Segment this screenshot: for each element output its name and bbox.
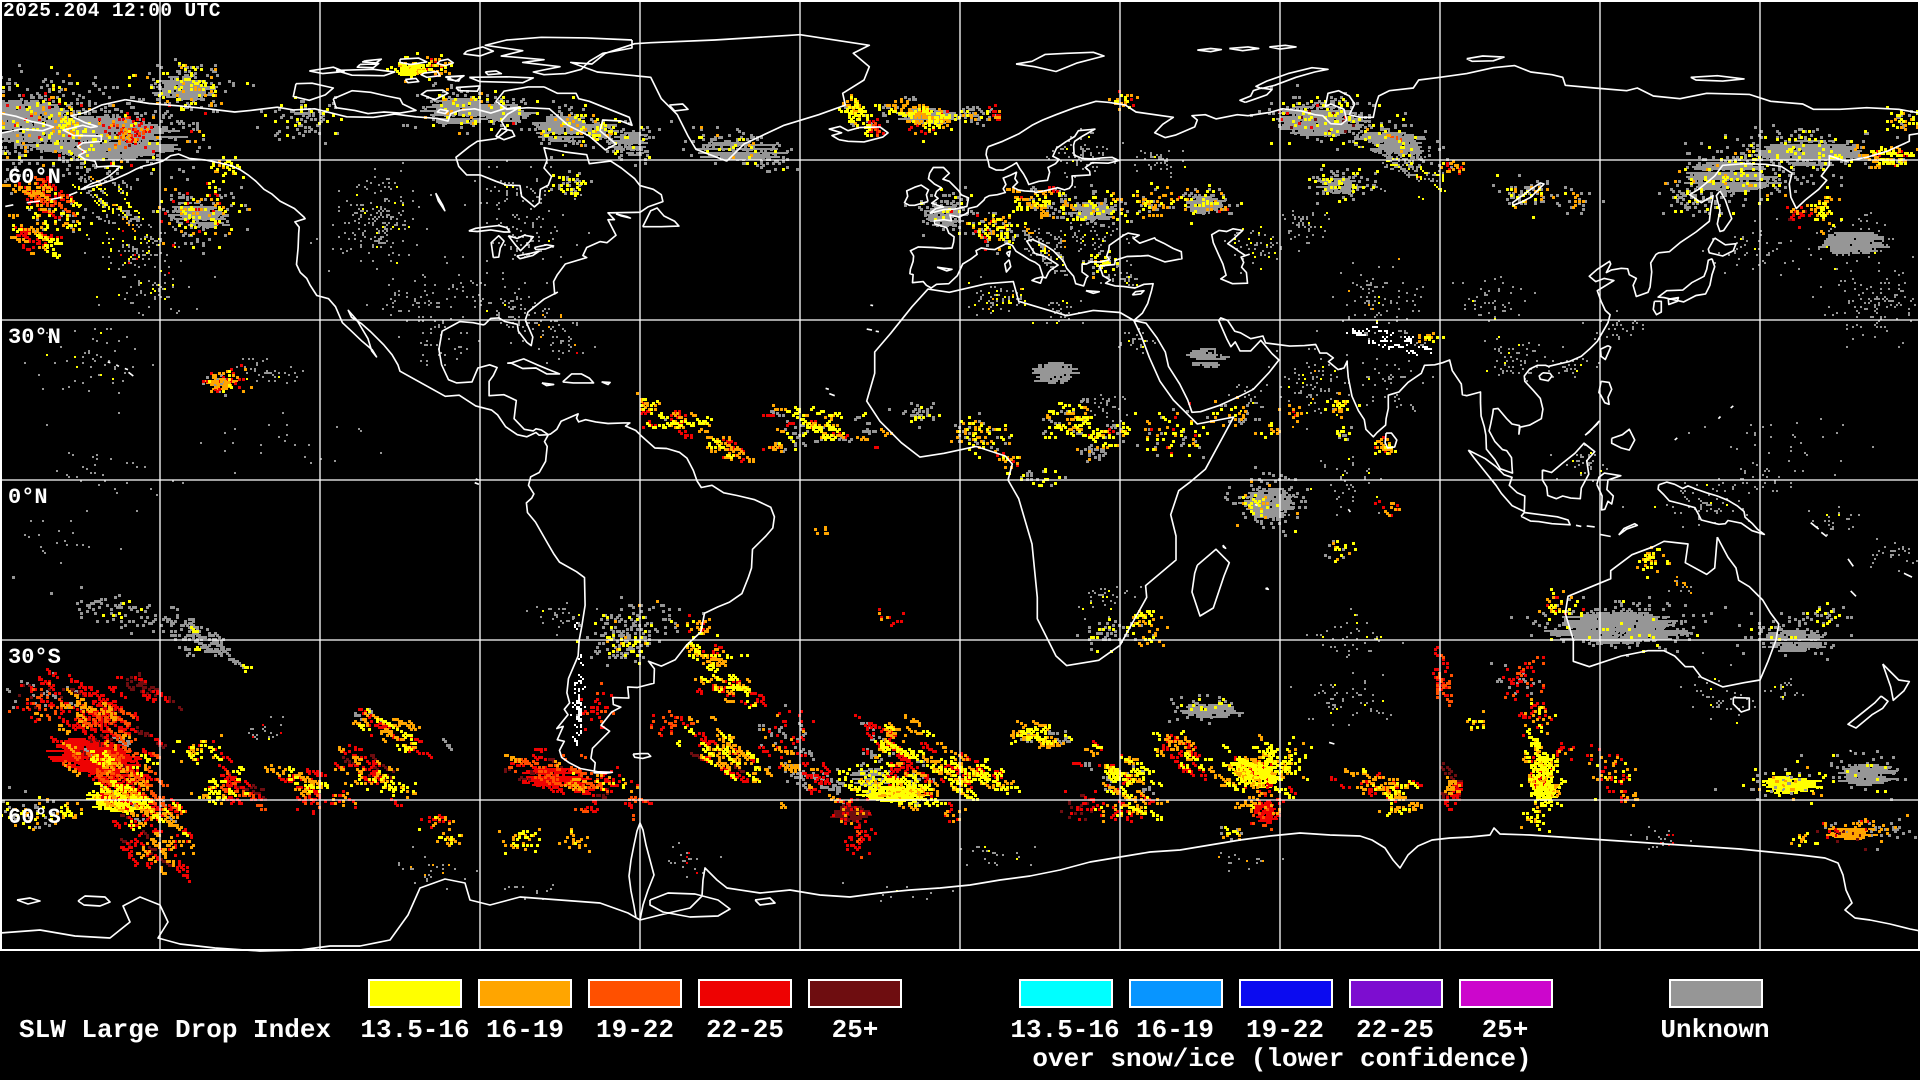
svg-text:60°S: 60°S <box>8 805 61 830</box>
svg-text:SLW Large Drop Index: SLW Large Drop Index <box>19 1015 331 1045</box>
svg-text:30°N: 30°N <box>8 325 61 350</box>
svg-text:2025.204 12:00 UTC: 2025.204 12:00 UTC <box>3 0 221 22</box>
svg-text:60°N: 60°N <box>8 165 61 190</box>
svg-text:19-22: 19-22 <box>1246 1015 1324 1045</box>
svg-text:13.5-16: 13.5-16 <box>360 1015 469 1045</box>
svg-text:22-25: 22-25 <box>1356 1015 1434 1045</box>
svg-text:30°S: 30°S <box>8 645 61 670</box>
svg-text:25+: 25+ <box>1482 1015 1529 1045</box>
svg-text:16-19: 16-19 <box>486 1015 564 1045</box>
svg-text:25+: 25+ <box>832 1015 879 1045</box>
svg-text:13.5-16: 13.5-16 <box>1010 1015 1119 1045</box>
svg-text:19-22: 19-22 <box>596 1015 674 1045</box>
svg-text:0°N: 0°N <box>8 485 48 510</box>
svg-text:22-25: 22-25 <box>706 1015 784 1045</box>
svg-text:over snow/ice (lower confidenc: over snow/ice (lower confidence) <box>1032 1044 1531 1074</box>
svg-text:16-19: 16-19 <box>1136 1015 1214 1045</box>
svg-text:Unknown: Unknown <box>1660 1015 1769 1045</box>
